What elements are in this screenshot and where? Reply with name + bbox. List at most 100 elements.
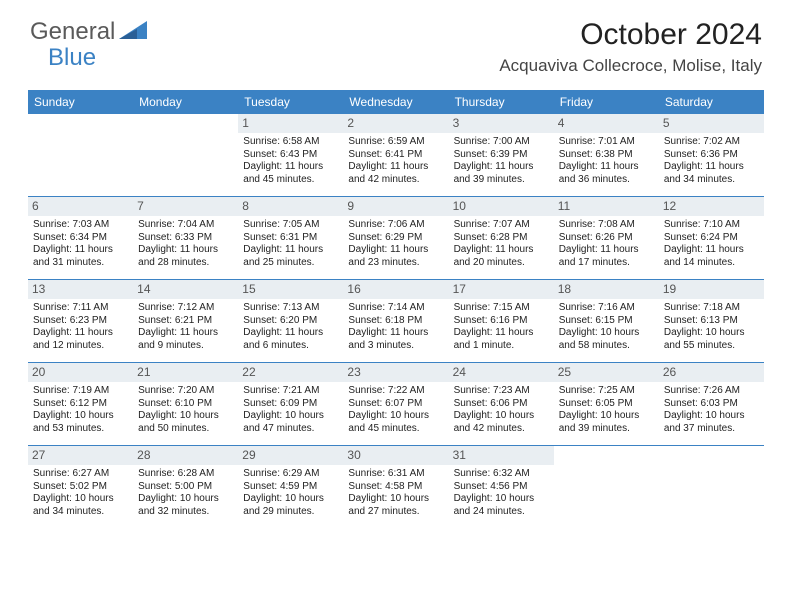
daylight-text: Daylight: 11 hours and 25 minutes. [243,244,338,269]
sunrise-text: Sunrise: 6:31 AM [348,468,443,481]
daylight-text: Daylight: 10 hours and 58 minutes. [559,327,654,352]
day-cell: 23Sunrise: 7:22 AMSunset: 6:07 PMDayligh… [343,363,448,445]
sunrise-text: Sunrise: 7:16 AM [559,302,654,315]
day-cell: 28Sunrise: 6:28 AMSunset: 5:00 PMDayligh… [133,446,238,528]
day-cell: 13Sunrise: 7:11 AMSunset: 6:23 PMDayligh… [28,280,133,362]
day-number: 25 [554,363,659,382]
sunrise-text: Sunrise: 7:01 AM [559,136,654,149]
daylight-text: Daylight: 11 hours and 6 minutes. [243,327,338,352]
day-cell: 29Sunrise: 6:29 AMSunset: 4:59 PMDayligh… [238,446,343,528]
day-number: 8 [238,197,343,216]
sunrise-text: Sunrise: 7:22 AM [348,385,443,398]
header: General Blue October 2024 Acquaviva Coll… [0,0,792,82]
day-cell: 14Sunrise: 7:12 AMSunset: 6:21 PMDayligh… [133,280,238,362]
daylight-text: Daylight: 11 hours and 34 minutes. [664,161,759,186]
daylight-text: Daylight: 10 hours and 27 minutes. [348,493,443,518]
day-cell: 6Sunrise: 7:03 AMSunset: 6:34 PMDaylight… [28,197,133,279]
sunset-text: Sunset: 6:31 PM [243,232,338,245]
sunrise-text: Sunrise: 7:13 AM [243,302,338,315]
daylight-text: Daylight: 10 hours and 29 minutes. [243,493,338,518]
sunrise-text: Sunrise: 7:12 AM [138,302,233,315]
dow-header: Saturday [659,90,764,114]
brand-logo: General Blue [30,18,149,46]
sunrise-text: Sunrise: 7:02 AM [664,136,759,149]
day-number: 22 [238,363,343,382]
day-number: 2 [343,114,448,133]
sunrise-text: Sunrise: 7:15 AM [454,302,549,315]
daylight-text: Daylight: 10 hours and 24 minutes. [454,493,549,518]
day-cell: 10Sunrise: 7:07 AMSunset: 6:28 PMDayligh… [449,197,554,279]
day-number: 5 [659,114,764,133]
empty-day-cell [133,114,238,196]
dow-header: Friday [554,90,659,114]
day-cell: 17Sunrise: 7:15 AMSunset: 6:16 PMDayligh… [449,280,554,362]
sunrise-text: Sunrise: 7:14 AM [348,302,443,315]
daylight-text: Daylight: 11 hours and 3 minutes. [348,327,443,352]
day-cell: 9Sunrise: 7:06 AMSunset: 6:29 PMDaylight… [343,197,448,279]
sunrise-text: Sunrise: 6:58 AM [243,136,338,149]
day-cell: 8Sunrise: 7:05 AMSunset: 6:31 PMDaylight… [238,197,343,279]
day-cell: 1Sunrise: 6:58 AMSunset: 6:43 PMDaylight… [238,114,343,196]
sunrise-text: Sunrise: 6:32 AM [454,468,549,481]
day-number: 1 [238,114,343,133]
week-row: 20Sunrise: 7:19 AMSunset: 6:12 PMDayligh… [28,362,764,445]
daylight-text: Daylight: 11 hours and 1 minute. [454,327,549,352]
day-number: 7 [133,197,238,216]
sunset-text: Sunset: 6:10 PM [138,398,233,411]
daylight-text: Daylight: 11 hours and 42 minutes. [348,161,443,186]
day-number: 17 [449,280,554,299]
day-cell: 4Sunrise: 7:01 AMSunset: 6:38 PMDaylight… [554,114,659,196]
sunrise-text: Sunrise: 7:19 AM [33,385,128,398]
sunset-text: Sunset: 6:29 PM [348,232,443,245]
dow-header: Thursday [449,90,554,114]
day-number: 18 [554,280,659,299]
day-cell: 20Sunrise: 7:19 AMSunset: 6:12 PMDayligh… [28,363,133,445]
day-number: 14 [133,280,238,299]
week-row: 13Sunrise: 7:11 AMSunset: 6:23 PMDayligh… [28,279,764,362]
daylight-text: Daylight: 11 hours and 28 minutes. [138,244,233,269]
day-cell: 21Sunrise: 7:20 AMSunset: 6:10 PMDayligh… [133,363,238,445]
day-number: 3 [449,114,554,133]
daylight-text: Daylight: 10 hours and 47 minutes. [243,410,338,435]
daylight-text: Daylight: 11 hours and 14 minutes. [664,244,759,269]
day-number: 21 [133,363,238,382]
daylight-text: Daylight: 11 hours and 31 minutes. [33,244,128,269]
daylight-text: Daylight: 11 hours and 45 minutes. [243,161,338,186]
sunset-text: Sunset: 6:41 PM [348,149,443,162]
sunset-text: Sunset: 6:24 PM [664,232,759,245]
day-number: 24 [449,363,554,382]
daylight-text: Daylight: 11 hours and 9 minutes. [138,327,233,352]
daylight-text: Daylight: 10 hours and 55 minutes. [664,327,759,352]
day-cell: 31Sunrise: 6:32 AMSunset: 4:56 PMDayligh… [449,446,554,528]
day-number: 16 [343,280,448,299]
day-number: 31 [449,446,554,465]
day-cell: 27Sunrise: 6:27 AMSunset: 5:02 PMDayligh… [28,446,133,528]
week-row: 1Sunrise: 6:58 AMSunset: 6:43 PMDaylight… [28,114,764,196]
sunset-text: Sunset: 5:02 PM [33,481,128,494]
sunset-text: Sunset: 6:38 PM [559,149,654,162]
location-text: Acquaviva Collecroce, Molise, Italy [499,56,762,76]
day-number: 12 [659,197,764,216]
day-cell: 26Sunrise: 7:26 AMSunset: 6:03 PMDayligh… [659,363,764,445]
day-cell: 7Sunrise: 7:04 AMSunset: 6:33 PMDaylight… [133,197,238,279]
empty-day-cell [554,446,659,528]
sunset-text: Sunset: 6:07 PM [348,398,443,411]
day-number: 28 [133,446,238,465]
sunset-text: Sunset: 5:00 PM [138,481,233,494]
sunrise-text: Sunrise: 7:10 AM [664,219,759,232]
daylight-text: Daylight: 11 hours and 17 minutes. [559,244,654,269]
daylight-text: Daylight: 11 hours and 23 minutes. [348,244,443,269]
day-cell: 18Sunrise: 7:16 AMSunset: 6:15 PMDayligh… [554,280,659,362]
sunset-text: Sunset: 6:34 PM [33,232,128,245]
sunset-text: Sunset: 6:23 PM [33,315,128,328]
daylight-text: Daylight: 11 hours and 12 minutes. [33,327,128,352]
sunrise-text: Sunrise: 6:29 AM [243,468,338,481]
day-number: 19 [659,280,764,299]
day-cell: 16Sunrise: 7:14 AMSunset: 6:18 PMDayligh… [343,280,448,362]
title-block: October 2024 Acquaviva Collecroce, Molis… [499,18,762,76]
month-title: October 2024 [499,18,762,52]
sunrise-text: Sunrise: 7:03 AM [33,219,128,232]
sunset-text: Sunset: 6:06 PM [454,398,549,411]
brand-part2: Blue [48,44,96,72]
day-number: 23 [343,363,448,382]
